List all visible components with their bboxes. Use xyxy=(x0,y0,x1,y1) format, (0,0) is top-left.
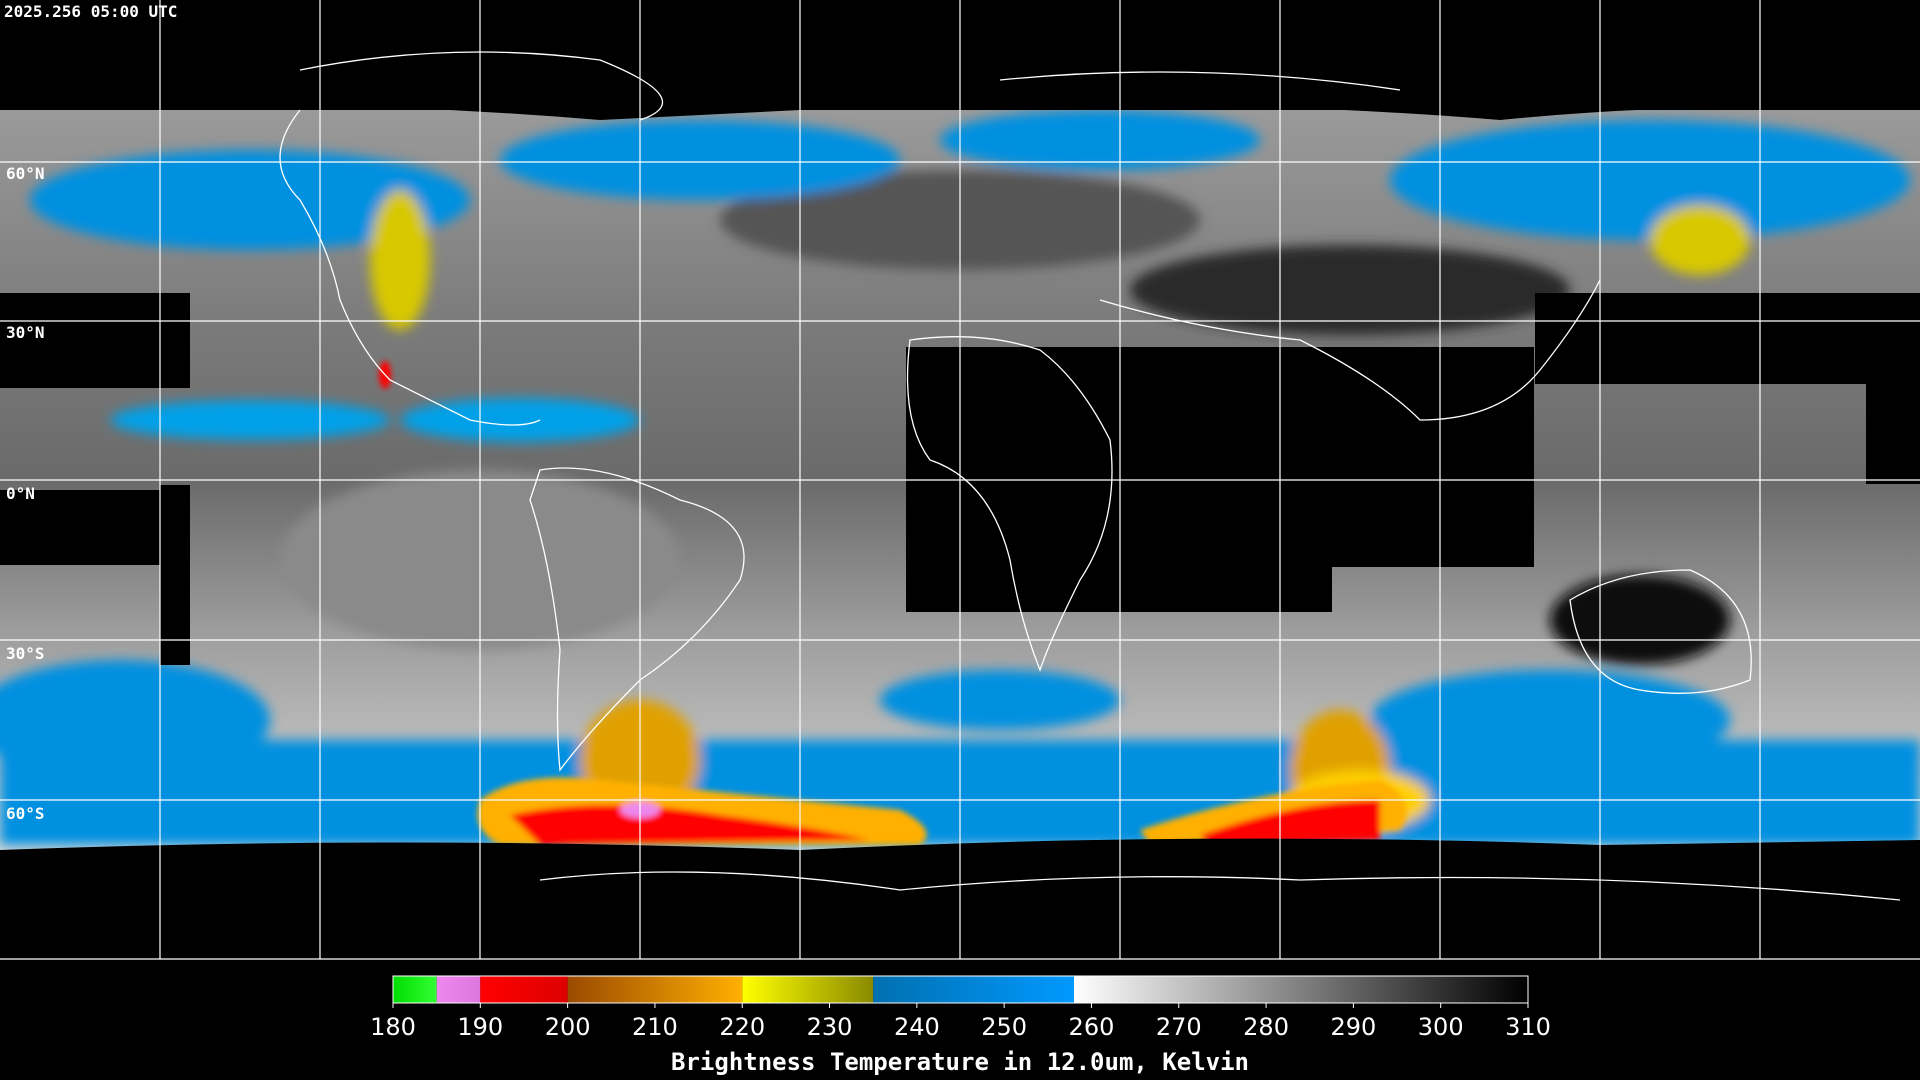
colorbar-tick-label: 230 xyxy=(807,1013,853,1041)
colorbar-title: Brightness Temperature in 12.0um, Kelvin xyxy=(671,1048,1249,1076)
lat-label: 30°N xyxy=(6,323,45,342)
colorbar-segment xyxy=(480,976,568,1003)
lat-label: 0°N xyxy=(6,484,35,503)
colorbar-tick-label: 300 xyxy=(1418,1013,1464,1041)
colorbar-tick-label: 280 xyxy=(1243,1013,1289,1041)
lat-label: 60°S xyxy=(6,804,45,823)
colorbar-segment xyxy=(873,976,1074,1003)
colorbar-tick-label: 240 xyxy=(894,1013,940,1041)
timestamp: 2025.256 05:00 UTC xyxy=(4,2,177,21)
colorbar-segment xyxy=(742,976,874,1003)
colorbar-tick-label: 180 xyxy=(370,1013,416,1041)
lat-label: 60°N xyxy=(6,164,45,183)
colorbar-tick-label: 200 xyxy=(545,1013,591,1041)
coastlines xyxy=(279,51,1901,901)
colorbar-segment xyxy=(1074,976,1528,1003)
graticule xyxy=(0,0,1920,960)
colorbar-tick-label: 190 xyxy=(457,1013,503,1041)
colorbar-tick-label: 220 xyxy=(719,1013,765,1041)
latitude-labels: 60°N 30°N 0°N 30°S 60°S xyxy=(6,164,45,823)
lat-label: 30°S xyxy=(6,644,45,663)
colorbar-tick-label: 260 xyxy=(1069,1013,1115,1041)
colorbar-tick-label: 250 xyxy=(981,1013,1027,1041)
colorbar-tick-label: 290 xyxy=(1330,1013,1376,1041)
colorbar-segment xyxy=(393,976,437,1003)
colorbar-tick-label: 270 xyxy=(1156,1013,1202,1041)
colorbar-tick-label: 310 xyxy=(1505,1013,1551,1041)
colorbar-segment xyxy=(436,976,481,1003)
colorbar-tick-label: 210 xyxy=(632,1013,678,1041)
colorbar-segment xyxy=(567,976,743,1003)
colorbar-frame xyxy=(392,975,1529,1004)
colorbar: 180 190 200 210 220 230 240 250 260 270 280 290 300 3… xyxy=(370,975,1551,1041)
